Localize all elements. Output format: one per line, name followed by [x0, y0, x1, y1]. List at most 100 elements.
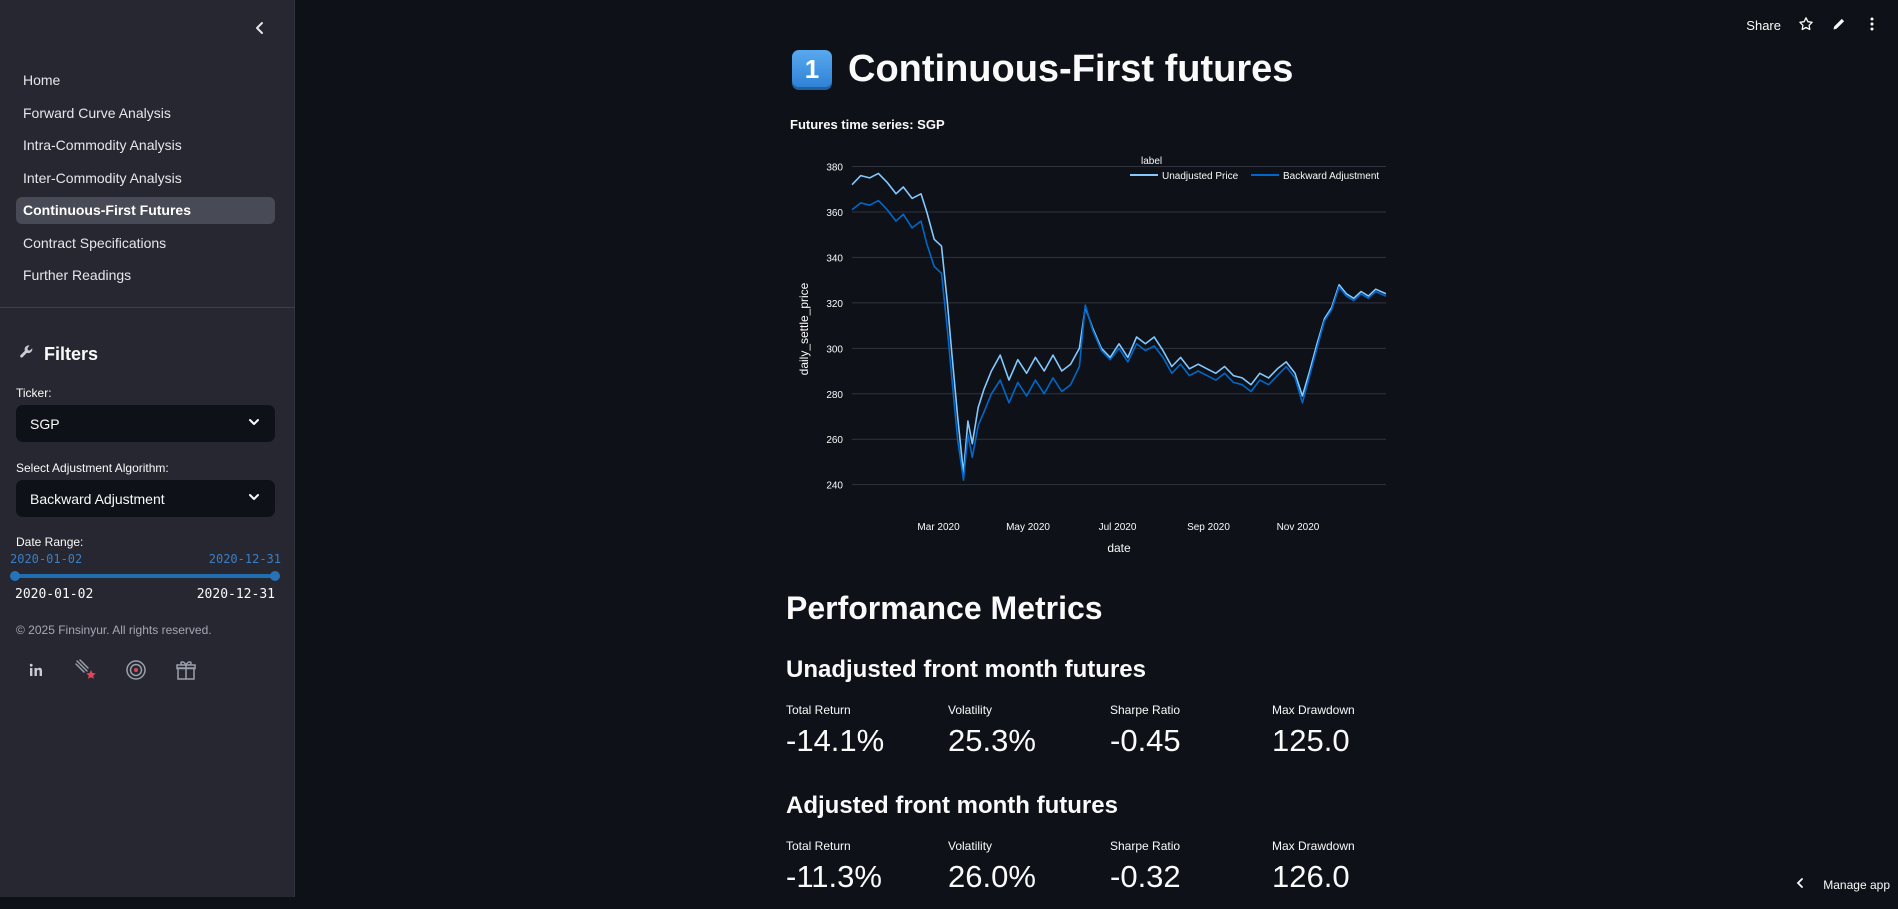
metric-value: -11.3% — [786, 859, 882, 894]
social-links — [24, 658, 198, 682]
x-tick-label: Jul 2020 — [1099, 522, 1137, 533]
metric-label: Sharpe Ratio — [1110, 839, 1181, 853]
sidebar-divider — [0, 307, 295, 308]
legend-item-label: Backward Adjustment — [1283, 171, 1379, 182]
page-title-text: Continuous-First futures — [848, 48, 1294, 90]
y-tick-label: 280 — [826, 390, 843, 401]
x-tick-label: May 2020 — [1006, 522, 1050, 533]
date-range-label: Date Range: — [16, 535, 84, 549]
series-line-backward-adjustment — [851, 199, 1386, 481]
ticker-select[interactable]: SGP — [16, 405, 275, 442]
sidebar-item-further-readings[interactable]: Further Readings — [23, 267, 132, 283]
target-icon[interactable] — [124, 658, 148, 682]
metric-value: -0.32 — [1110, 859, 1181, 894]
x-tick-label: Nov 2020 — [1277, 522, 1320, 533]
y-axis-label: daily_settle_price — [797, 282, 811, 375]
unadjusted-metrics: Total Return -14.1% Volatility 25.3% Sha… — [786, 703, 1436, 773]
futures-time-series-chart[interactable]: 240 260 280 300 320 340 360 380 Mar 2020 May 2020… — [786, 140, 1386, 560]
metric-label: Total Return — [786, 703, 851, 717]
algorithm-label: Select Adjustment Algorithm: — [16, 461, 169, 475]
metric-total-return: Total Return -14.1% — [786, 703, 884, 759]
algorithm-select[interactable]: Backward Adjustment — [16, 480, 275, 517]
slider-start-value: 2020-01-02 — [10, 552, 83, 566]
adjusted-section-title: Adjusted front month futures — [786, 792, 1118, 819]
legend-item-label: Unadjusted Price — [1162, 171, 1239, 182]
filters-title: Filters — [44, 344, 99, 364]
sidebar-nav: Home Forward Curve Analysis Intra-Commod… — [16, 67, 275, 295]
manage-app-label: Manage app — [1823, 877, 1890, 892]
x-tick-label: Sep 2020 — [1187, 522, 1230, 533]
ticker-label: Ticker: — [16, 386, 52, 400]
x-axis-label: date — [1107, 541, 1131, 555]
metric-total-return: Total Return -11.3% — [786, 839, 882, 895]
edit-icon[interactable] — [1831, 16, 1847, 35]
metric-value: 26.0% — [948, 859, 1036, 894]
metric-value: 125.0 — [1272, 723, 1350, 758]
date-range-thumb-values: 2020-01-02 2020-12-31 — [10, 552, 281, 566]
metric-sharpe-ratio: Sharpe Ratio -0.32 — [1110, 839, 1181, 895]
slider-max-label: 2020-12-31 — [196, 587, 275, 602]
sidebar-item-forward-curve-analysis[interactable]: Forward Curve Analysis — [23, 104, 171, 121]
collapse-sidebar-icon[interactable] — [250, 18, 270, 38]
metric-label: Sharpe Ratio — [1110, 703, 1181, 717]
adjusted-metrics: Total Return -11.3% Volatility 26.0% Sha… — [786, 839, 1436, 909]
star-icon[interactable] — [1798, 16, 1814, 35]
chevron-left-icon — [1795, 877, 1805, 892]
y-tick-label: 320 — [826, 299, 843, 310]
y-tick-label: 380 — [826, 163, 843, 174]
metric-value: -14.1% — [786, 723, 885, 758]
more-icon[interactable] — [1864, 16, 1880, 35]
chart-title: Futures time series: SGP — [790, 117, 945, 132]
keycap-one-icon: 1 — [792, 49, 832, 90]
sidebar-item-inter-commodity-analysis[interactable]: Inter-Commodity Analysis — [23, 169, 182, 186]
copyright-text: © 2025 Finsinyur. All rights reserved. — [16, 623, 212, 637]
linkedin-icon[interactable] — [24, 658, 48, 682]
metric-label: Max Drawdown — [1272, 703, 1355, 717]
metric-value: 25.3% — [948, 723, 1036, 758]
sidebar-item-intra-commodity-analysis[interactable]: Intra-Commodity Analysis — [23, 137, 182, 153]
date-range-slider[interactable] — [10, 571, 280, 581]
share-button[interactable]: Share — [1746, 18, 1781, 33]
slider-end-value: 2020-12-31 — [208, 552, 281, 566]
algorithm-value: Backward Adjustment — [30, 490, 165, 507]
sidebar-item-continuous-first-futures[interactable]: Continuous-First Futures — [16, 197, 275, 224]
ticker-value: SGP — [30, 415, 60, 432]
y-tick-label: 300 — [826, 344, 843, 355]
legend-title: label — [1141, 156, 1162, 167]
chevron-down-icon — [247, 415, 261, 432]
filters-heading: Filters — [18, 343, 98, 366]
wrench-icon — [18, 343, 36, 366]
shooting-star-icon[interactable] — [74, 658, 98, 682]
metric-volatility: Volatility 25.3% — [948, 703, 1036, 759]
metric-label: Volatility — [948, 703, 993, 717]
gift-icon[interactable] — [174, 658, 198, 682]
y-tick-label: 360 — [826, 208, 843, 219]
chevron-down-icon — [247, 490, 261, 507]
metric-value: 126.0 — [1272, 859, 1350, 894]
manage-app-button[interactable]: Manage app — [1795, 877, 1890, 892]
metric-sharpe-ratio: Sharpe Ratio -0.45 — [1110, 703, 1181, 759]
sidebar-item-home[interactable]: Home — [23, 72, 61, 88]
y-tick-label: 340 — [826, 253, 843, 264]
metric-label: Max Drawdown — [1272, 839, 1355, 853]
metric-volatility: Volatility 26.0% — [948, 839, 1036, 895]
metric-value: -0.45 — [1110, 723, 1181, 758]
top-toolbar: Share — [1746, 16, 1880, 35]
page-title: 1 Continuous-First futures — [792, 48, 1293, 91]
metric-max-drawdown: Max Drawdown 125.0 — [1272, 703, 1355, 759]
sidebar-item-contract-specifications[interactable]: Contract Specifications — [23, 234, 167, 251]
series-line-unadjusted-price — [851, 172, 1386, 475]
slider-start-handle[interactable] — [10, 571, 20, 581]
slider-min-label: 2020-01-02 — [15, 587, 94, 602]
date-range-bounds: 2020-01-02 2020-12-31 — [15, 587, 275, 602]
sidebar: Home Forward Curve Analysis Intra-Commod… — [0, 0, 295, 897]
x-tick-label: Mar 2020 — [917, 522, 960, 533]
metric-label: Volatility — [948, 839, 993, 853]
y-tick-label: 260 — [826, 435, 843, 446]
performance-metrics-title: Performance Metrics — [786, 590, 1103, 626]
y-tick-label: 240 — [826, 481, 843, 492]
unadjusted-section-title: Unadjusted front month futures — [786, 656, 1146, 683]
metric-max-drawdown: Max Drawdown 126.0 — [1272, 839, 1355, 895]
slider-end-handle[interactable] — [270, 571, 280, 581]
metric-label: Total Return — [786, 839, 851, 853]
